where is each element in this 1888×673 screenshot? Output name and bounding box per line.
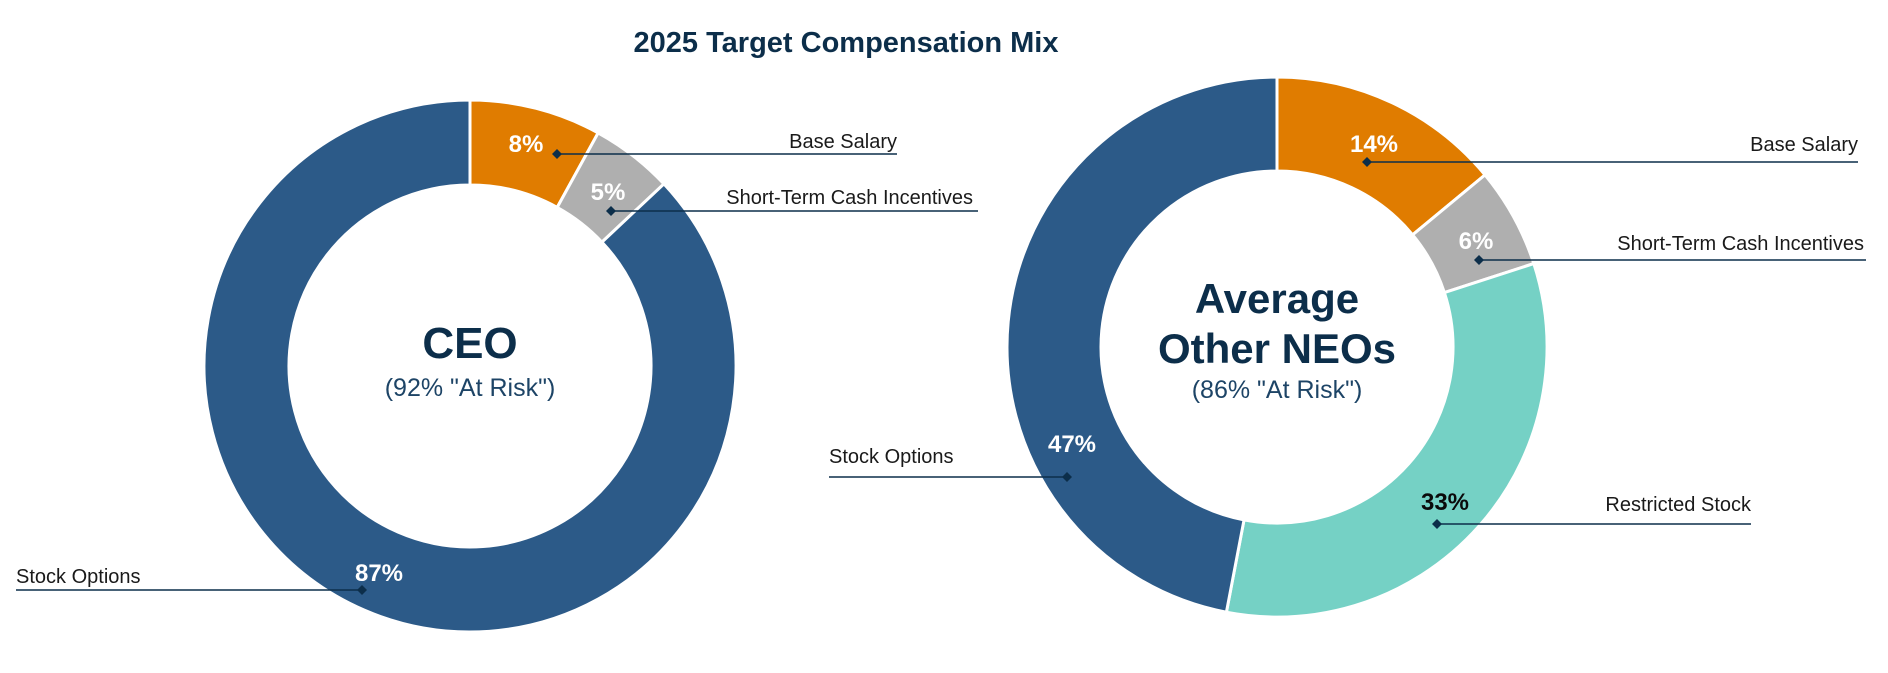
center-subtitle: (86% "At Risk"): [1192, 376, 1363, 404]
center-subtitle: (92% "At Risk"): [385, 374, 556, 402]
leader-dot-short-term-cash-incentives: [606, 206, 616, 216]
category-label-base-salary: Base Salary: [789, 131, 897, 153]
leader-dot-base-salary: [1362, 157, 1372, 167]
data-label-short-term-cash-incentives: 5%: [591, 179, 626, 206]
leader-dot-base-salary: [552, 149, 562, 159]
data-label-base-salary: 8%: [509, 131, 544, 158]
center-title-line: Other NEOs: [1158, 325, 1396, 372]
data-label-stock-options: 47%: [1048, 431, 1096, 458]
leader-dot-stock-options: [357, 585, 367, 595]
center-title-line: Average: [1195, 275, 1359, 322]
data-label-stock-options: 87%: [355, 560, 403, 587]
data-label-restricted-stock: 33%: [1421, 489, 1469, 516]
category-label-short-term-cash-incentives: Short-Term Cash Incentives: [1617, 233, 1864, 255]
category-label-stock-options: Stock Options: [829, 446, 954, 468]
center-title-line: CEO: [422, 319, 517, 368]
data-label-short-term-cash-incentives: 6%: [1459, 228, 1494, 255]
leader-dot-short-term-cash-incentives: [1474, 255, 1484, 265]
category-label-stock-options: Stock Options: [16, 566, 141, 588]
slice-restricted-stock: [1224, 261, 1549, 619]
category-label-restricted-stock: Restricted Stock: [1605, 494, 1752, 516]
ceo-donut-chart: CEO (92% "At Risk") 8% Base Salary 5% Short-T…: [16, 98, 978, 634]
slice-stock-options: [202, 98, 738, 634]
slice-stock-options: [1005, 75, 1279, 614]
data-label-base-salary: 14%: [1350, 131, 1398, 158]
leader-dot-stock-options: [1062, 472, 1072, 482]
category-label-short-term-cash-incentives: Short-Term Cash Incentives: [726, 187, 973, 209]
chart-title: 2025 Target Compensation Mix: [634, 27, 1059, 59]
category-label-base-salary: Base Salary: [1750, 134, 1858, 156]
leader-dot-restricted-stock: [1432, 519, 1442, 529]
